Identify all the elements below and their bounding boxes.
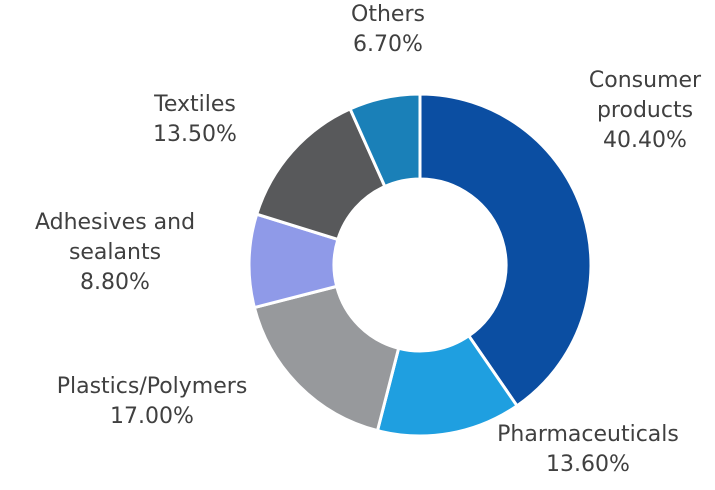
donut-slice [418,92,593,408]
donut-slice [252,284,401,433]
value-label: 40.40% [603,128,687,153]
slice-label: Others 6.70% [313,0,463,60]
slice-label: Pharmaceuticals 13.60% [473,420,703,480]
value-label: 6.70% [353,32,423,57]
donut-slice [348,92,422,189]
value-label: 13.60% [546,452,630,477]
category-label: Pharmaceuticals [497,422,679,447]
value-label: 8.80% [80,270,150,295]
slice-label: Consumer products 40.40% [570,66,715,156]
category-label: Plastics/Polymers [56,374,248,399]
value-label: 13.50% [153,122,237,147]
slice-label: Plastics/Polymers 17.00% [22,372,282,432]
value-label: 17.00% [110,404,194,429]
category-label: Others [351,2,425,27]
category-label: Adhesives and sealants [34,210,196,265]
slice-label: Textiles 13.50% [120,90,270,150]
slice-label: Adhesives and sealants 8.80% [5,208,225,298]
category-label: Textiles [154,92,236,117]
category-label: Consumer products [588,68,702,123]
